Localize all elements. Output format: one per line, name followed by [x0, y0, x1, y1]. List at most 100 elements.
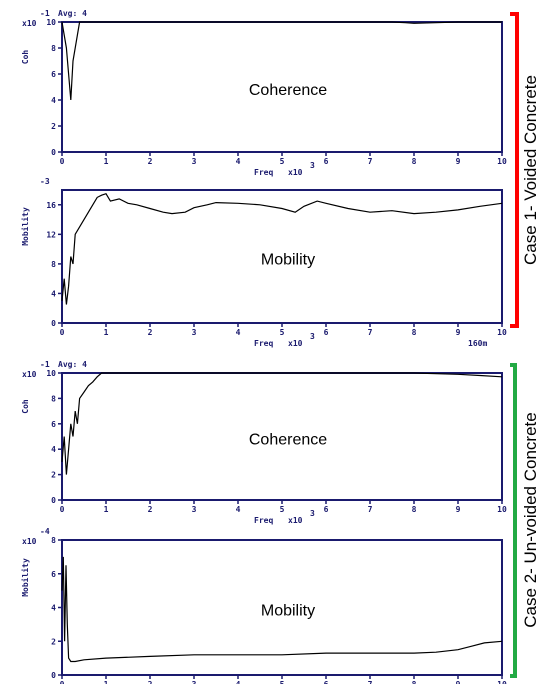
- y-multiplier: x10: [22, 537, 37, 546]
- series-line: [61, 372, 503, 475]
- x-multiplier: x10: [288, 339, 303, 348]
- x-tick-label: 0: [60, 328, 65, 337]
- y-tick-label: 2: [51, 471, 56, 480]
- x-tick-label: 0: [60, 505, 65, 514]
- y-tick-label: 10: [46, 369, 56, 378]
- y-tick-label: 0: [51, 671, 56, 680]
- x-tick-label: 1: [104, 328, 109, 337]
- y-axis-label: Coh: [21, 399, 30, 414]
- x-tick-label: 8: [412, 680, 417, 684]
- overlay-label: Coherence: [249, 432, 327, 449]
- y-tick-label: 0: [51, 319, 56, 328]
- x-tick-label: 2: [148, 680, 153, 684]
- case-2-label: Case 2- Un-voided Concrete: [521, 412, 540, 627]
- y-exponent: -4: [40, 527, 50, 536]
- x-tick-label: 3: [192, 505, 197, 514]
- x-unit: 160m: [468, 339, 487, 348]
- x-tick-label: 9: [456, 680, 461, 684]
- x-axis-label: Freq: [254, 339, 273, 348]
- x-tick-label: 2: [148, 505, 153, 514]
- y-axis-label: Mobility: [20, 558, 30, 597]
- x-tick-label: 8: [412, 328, 417, 337]
- y-axis-label: Coh: [21, 50, 30, 65]
- x-tick-label: 5: [280, 328, 285, 337]
- case-1-bracket: Case 1- Voided Concrete: [510, 12, 540, 328]
- overlay-label: Mobility: [261, 252, 315, 269]
- case-2-bracket: Case 2- Un-voided Concrete: [510, 363, 540, 678]
- x-tick-label: 4: [236, 505, 241, 514]
- y-tick-label: 4: [51, 604, 56, 613]
- y-tick-label: 4: [51, 96, 56, 105]
- x-tick-label: 2: [148, 328, 153, 337]
- x-tick-label: 9: [456, 505, 461, 514]
- y-tick-label: 8: [51, 260, 56, 269]
- overlay-label: Coherence: [249, 82, 327, 99]
- y-tick-label: 12: [46, 230, 56, 239]
- x-tick-label: 5: [280, 680, 285, 684]
- x-tick-label: 1: [104, 505, 109, 514]
- y-tick-label: 8: [51, 394, 56, 403]
- y-tick-label: 10: [46, 18, 56, 27]
- x-tick-label: 5: [280, 157, 285, 166]
- y-tick-label: 4: [51, 289, 56, 298]
- x-tick-label: 6: [324, 328, 329, 337]
- x-multiplier: x10: [288, 516, 303, 525]
- y-exponent: -3: [40, 177, 50, 186]
- y-tick-label: 0: [51, 148, 56, 157]
- series-line: [61, 21, 502, 101]
- x-tick-label: 6: [324, 157, 329, 166]
- y-tick-label: 16: [46, 201, 56, 210]
- x-tick-label: 9: [456, 157, 461, 166]
- x-multiplier: x10: [288, 168, 303, 177]
- avg-label: Avg: 4: [58, 360, 87, 369]
- x-tick-label: 10: [497, 157, 507, 166]
- y-tick-label: 6: [51, 70, 56, 79]
- y-exponent: -1: [40, 9, 50, 18]
- y-axis-label: Mobility: [20, 207, 30, 246]
- x-tick-label: 0: [60, 680, 65, 684]
- overlay-label: Mobility: [261, 603, 315, 620]
- y-tick-label: 6: [51, 420, 56, 429]
- avg-label: Avg: 4: [58, 9, 87, 18]
- x-tick-label: 0: [60, 157, 65, 166]
- x-tick-label: 5: [280, 505, 285, 514]
- y-tick-label: 8: [51, 536, 56, 545]
- x-tick-label: 1: [104, 680, 109, 684]
- x-axis-label: Freq: [254, 516, 273, 525]
- x-exponent: 3: [310, 509, 315, 518]
- x-exponent: 3: [310, 332, 315, 341]
- x-tick-label: 10: [497, 680, 507, 684]
- y-tick-label: 2: [51, 637, 56, 646]
- y-tick-label: 8: [51, 44, 56, 53]
- x-exponent: 3: [310, 161, 315, 170]
- x-tick-label: 9: [456, 328, 461, 337]
- x-tick-label: 4: [236, 328, 241, 337]
- y-tick-label: 6: [51, 570, 56, 579]
- series-line: [61, 556, 503, 663]
- x-tick-label: 7: [368, 328, 373, 337]
- y-exponent: -1: [40, 360, 50, 369]
- x-tick-label: 2: [148, 157, 153, 166]
- y-tick-label: 2: [51, 122, 56, 131]
- x-tick-label: 1: [104, 157, 109, 166]
- x-tick-label: 4: [236, 680, 241, 684]
- y-tick-label: 0: [51, 496, 56, 505]
- case-1-label: Case 1- Voided Concrete: [521, 75, 540, 265]
- x-tick-label: 8: [412, 505, 417, 514]
- y-multiplier: x10: [22, 19, 37, 28]
- x-tick-label: 7: [368, 680, 373, 684]
- series-line: [61, 192, 503, 305]
- x-tick-label: 7: [368, 157, 373, 166]
- x-tick-label: 3: [192, 328, 197, 337]
- x-axis-label: Freq: [254, 168, 273, 177]
- x-tick-label: 10: [497, 505, 507, 514]
- x-tick-label: 6: [324, 680, 329, 684]
- x-tick-label: 6: [324, 505, 329, 514]
- y-multiplier: x10: [22, 370, 37, 379]
- y-tick-label: 4: [51, 445, 56, 454]
